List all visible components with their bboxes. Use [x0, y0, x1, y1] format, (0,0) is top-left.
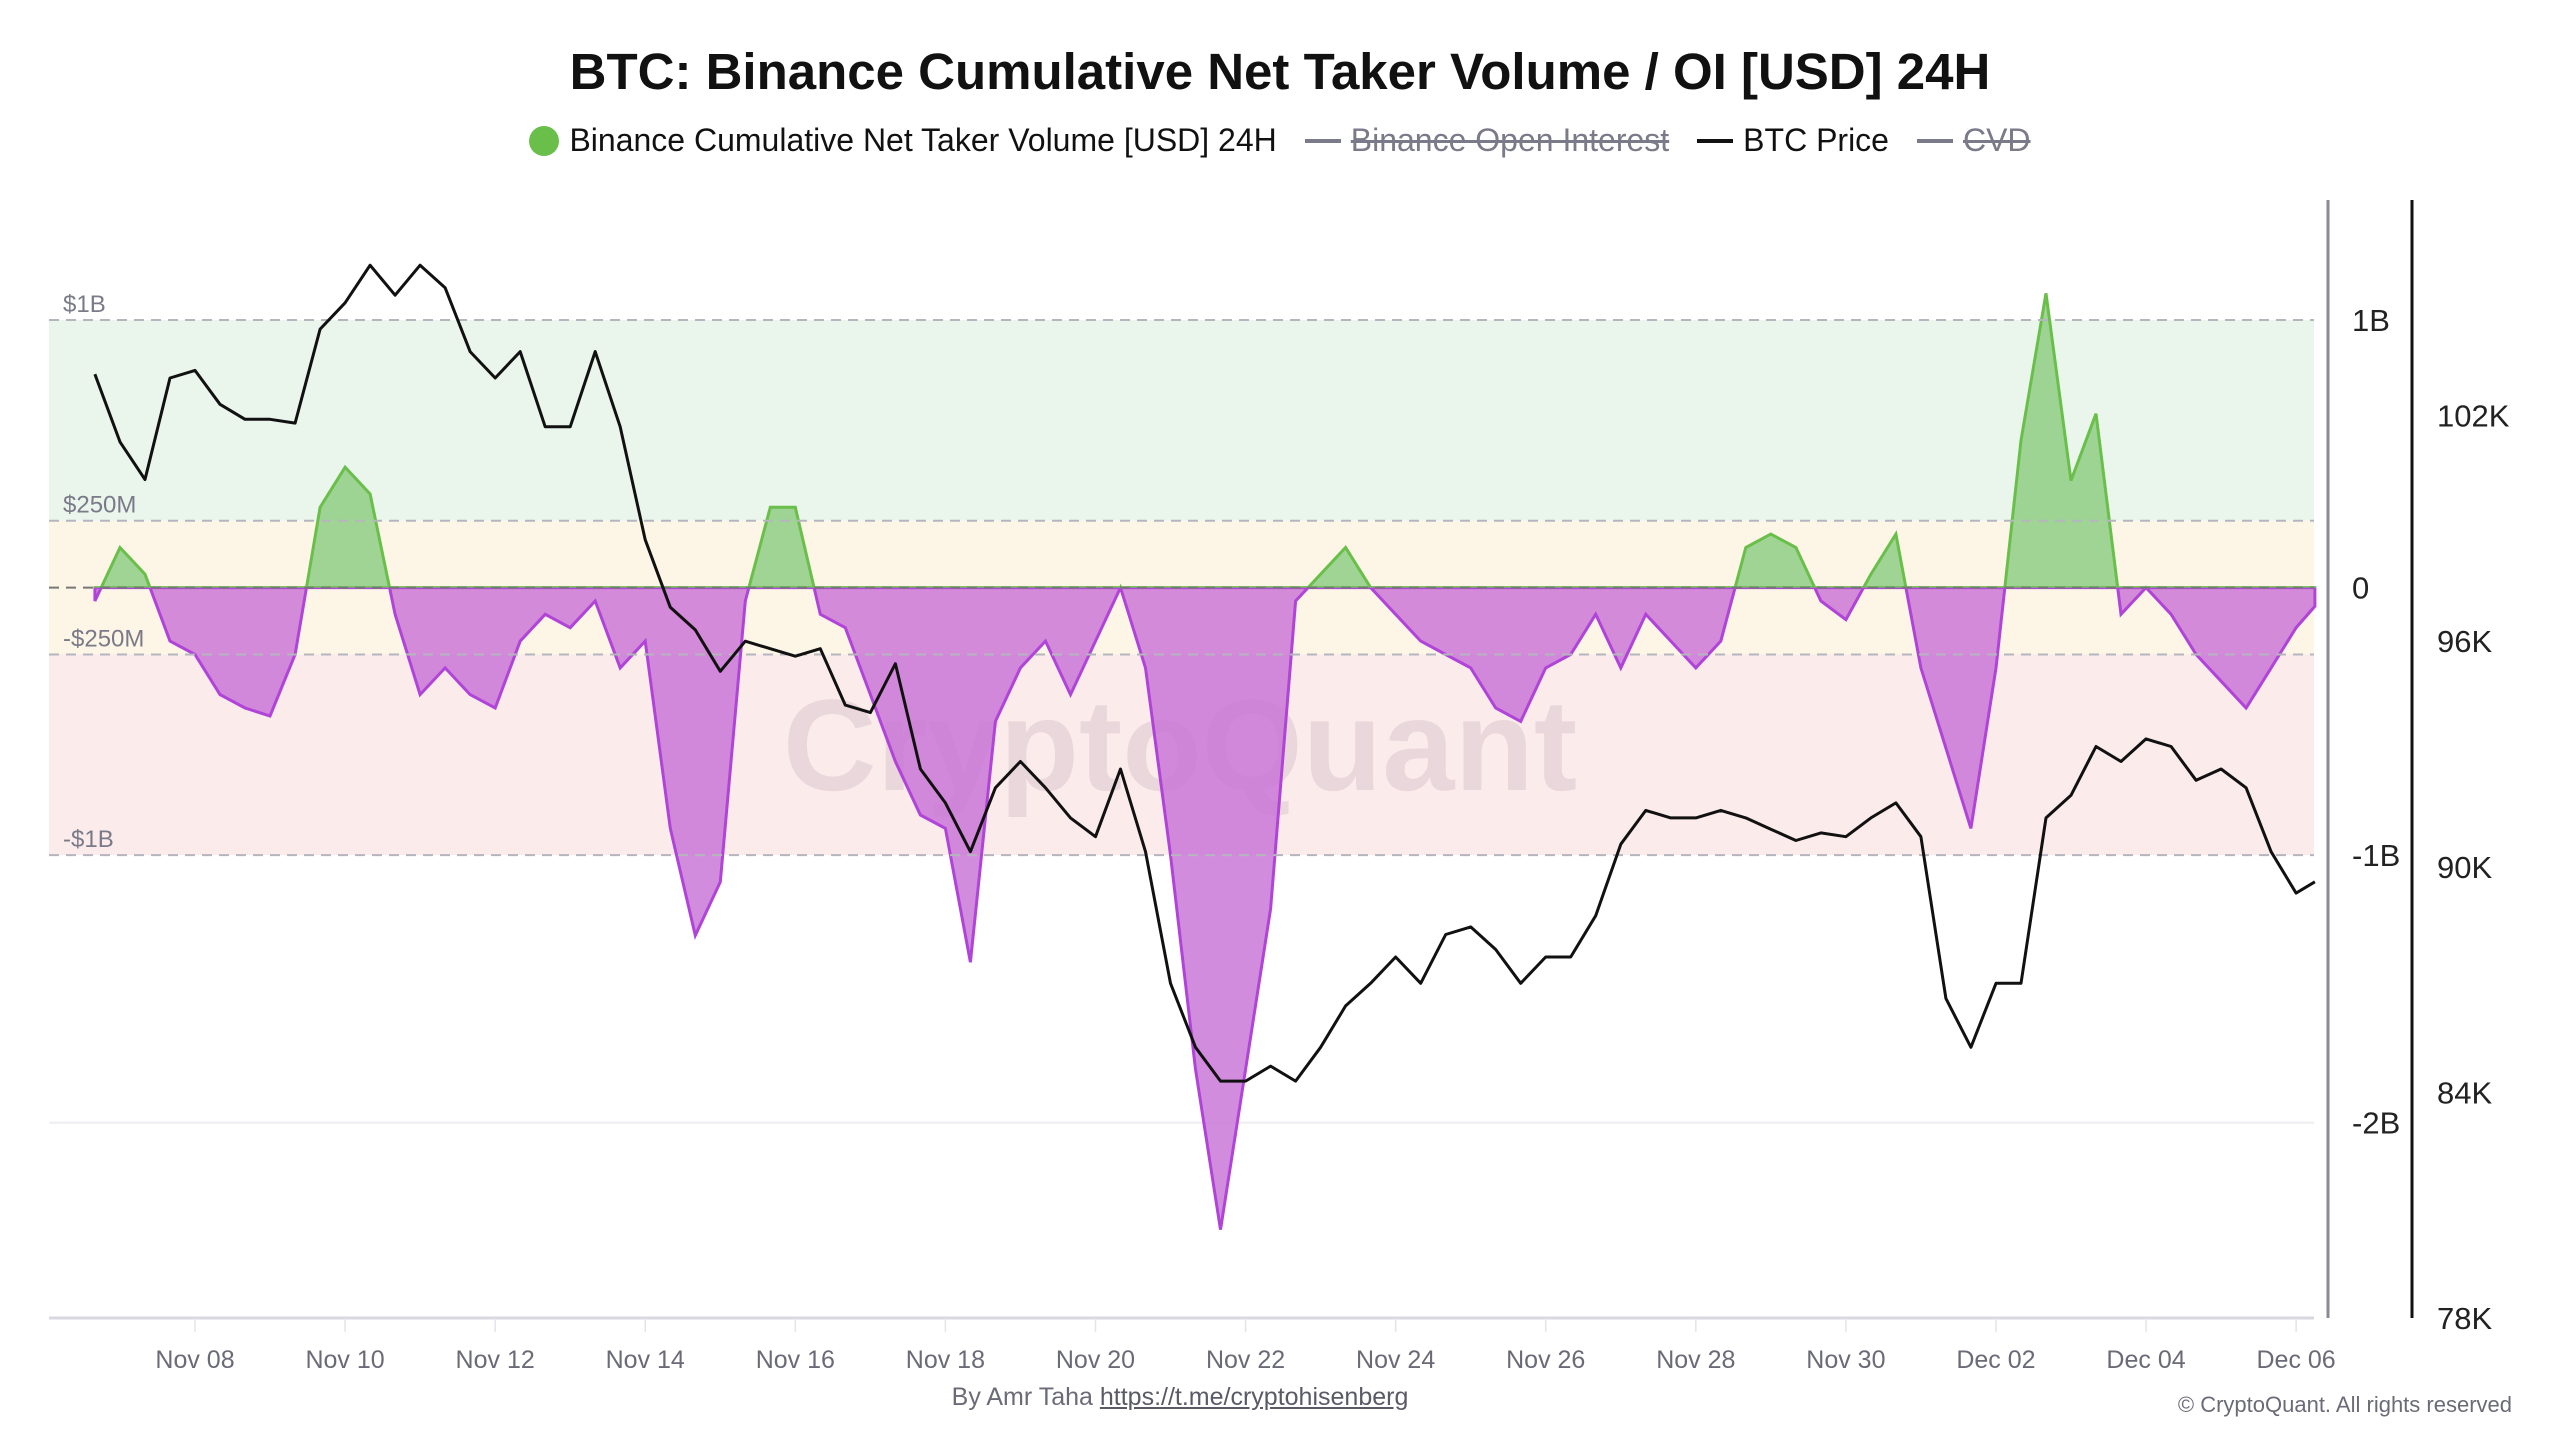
author-text: By Amr Taha [951, 1383, 1093, 1411]
author-link[interactable]: https://t.me/cryptohisenberg [1099, 1383, 1409, 1411]
footer-credit: By Amr Taha https://t.me/cryptohisenberg [0, 1383, 2360, 1412]
legend: Binance Cumulative Net Taker Volume [USD… [0, 122, 2560, 159]
band-upper [49, 320, 2314, 521]
x-tick-label: Nov 14 [606, 1346, 685, 1374]
y-tick-label-net-taker: 0 [2352, 571, 2369, 606]
threshold-label: $1B [63, 291, 106, 318]
y-tick-label-btc-price: 78K [2437, 1301, 2492, 1336]
x-tick-label: Nov 22 [1206, 1346, 1285, 1374]
legend-line-icon [1697, 138, 1734, 143]
legend-line-icon [1916, 138, 1953, 143]
legend-label: CVD [1962, 122, 2031, 158]
y-tick-label-net-taker: -1B [2352, 838, 2400, 873]
legend-label: Binance Open Interest [1350, 122, 1670, 158]
x-tick-label: Nov 08 [155, 1346, 234, 1374]
x-tick-label: Nov 24 [1356, 1346, 1435, 1374]
y-tick-label-btc-price: 102K [2437, 399, 2510, 434]
y-tick-label-btc-price: 90K [2437, 850, 2492, 885]
x-tick-label: Dec 06 [2257, 1346, 2336, 1374]
y-tick-label-btc-price: 96K [2437, 624, 2492, 659]
x-tick-label: Nov 12 [456, 1346, 535, 1374]
x-tick-label: Dec 02 [1956, 1346, 2035, 1374]
legend-dot-icon [529, 125, 560, 156]
threshold-label: -$250M [63, 625, 144, 652]
x-tick-label: Nov 18 [906, 1346, 985, 1374]
x-tick-label: Nov 26 [1506, 1346, 1585, 1374]
threshold-label: -$1B [63, 826, 114, 853]
btc-price-line [93, 263, 2316, 1083]
legend-item-cvd[interactable]: CVD [1916, 122, 2031, 159]
legend-label: Binance Cumulative Net Taker Volume [USD… [569, 122, 1277, 158]
area-negative [93, 587, 2317, 1230]
legend-line-icon [1304, 138, 1341, 143]
x-tick-label: Nov 10 [305, 1346, 384, 1374]
x-tick-label: Nov 30 [1806, 1346, 1885, 1374]
copyright: © CryptoQuant. All rights reserved [2177, 1392, 2512, 1417]
x-tick-label: Dec 04 [2106, 1346, 2185, 1374]
chart-title: BTC: Binance Cumulative Net Taker Volume… [569, 43, 1991, 100]
legend-item-open-interest[interactable]: Binance Open Interest [1304, 122, 1670, 159]
y-tick-label-net-taker: 1B [2352, 303, 2390, 338]
threshold-label: $250M [63, 492, 136, 519]
legend-item-net-taker-volume[interactable]: Binance Cumulative Net Taker Volume [USD… [529, 122, 1277, 159]
x-tick-label: Nov 16 [756, 1346, 835, 1374]
x-tick-label: Nov 20 [1056, 1346, 1135, 1374]
y-tick-label-net-taker: -2B [2352, 1106, 2400, 1141]
x-tick-label: Nov 28 [1656, 1346, 1735, 1374]
y-tick-label-btc-price: 84K [2437, 1075, 2492, 1110]
legend-label: BTC Price [1743, 122, 1889, 158]
legend-item-btc-price[interactable]: BTC Price [1697, 122, 1889, 159]
